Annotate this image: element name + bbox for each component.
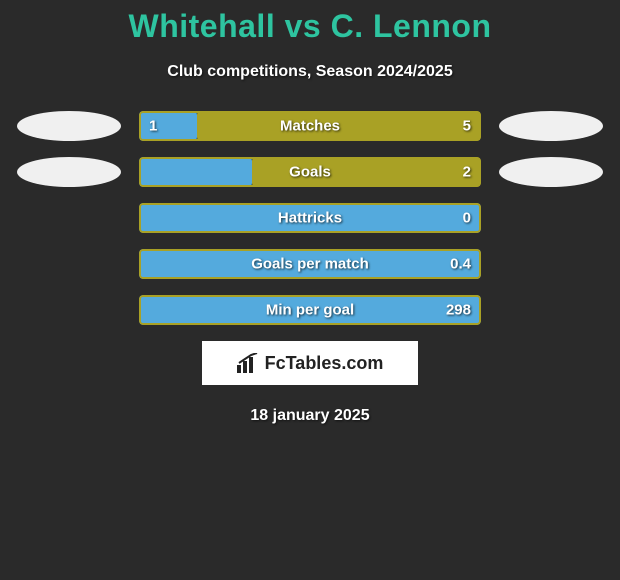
spacer xyxy=(17,295,121,325)
brand-label: FcTables.com xyxy=(265,353,384,374)
stat-label: Goals xyxy=(139,164,481,181)
datestamp: 18 january 2025 xyxy=(0,407,620,425)
stat-bar: 0.4Goals per match xyxy=(139,249,481,279)
stat-bar: 2Goals xyxy=(139,157,481,187)
stat-label: Hattricks xyxy=(139,210,481,227)
spacer xyxy=(499,203,603,233)
player-left-oval xyxy=(17,111,121,141)
brand-badge: FcTables.com xyxy=(202,341,418,385)
subtitle: Club competitions, Season 2024/2025 xyxy=(0,63,620,81)
stat-row: 0Hattricks xyxy=(0,203,620,233)
player-left-oval xyxy=(17,157,121,187)
stat-label: Goals per match xyxy=(139,256,481,273)
stat-bar: 15Matches xyxy=(139,111,481,141)
spacer xyxy=(17,203,121,233)
spacer xyxy=(499,249,603,279)
bar-chart-icon xyxy=(237,353,259,373)
page-title: Whitehall vs C. Lennon xyxy=(0,0,620,45)
stat-bar: 0Hattricks xyxy=(139,203,481,233)
stat-bar: 298Min per goal xyxy=(139,295,481,325)
spacer xyxy=(499,295,603,325)
stat-row: 0.4Goals per match xyxy=(0,249,620,279)
stat-row: 15Matches xyxy=(0,111,620,141)
stat-row: 298Min per goal xyxy=(0,295,620,325)
comparison-chart: 15Matches 2Goals 0Hattricks 0.4Goals per ma… xyxy=(0,111,620,325)
stat-label: Min per goal xyxy=(139,302,481,319)
stat-row: 2Goals xyxy=(0,157,620,187)
player-right-oval xyxy=(499,157,603,187)
player-right-oval xyxy=(499,111,603,141)
spacer xyxy=(17,249,121,279)
stat-label: Matches xyxy=(139,118,481,135)
